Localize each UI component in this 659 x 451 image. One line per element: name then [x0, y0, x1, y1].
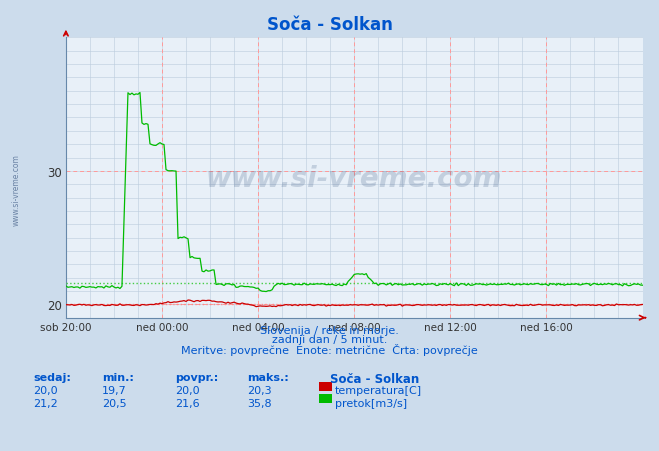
Text: zadnji dan / 5 minut.: zadnji dan / 5 minut. [272, 335, 387, 345]
Text: sedaj:: sedaj: [33, 372, 71, 382]
Text: povpr.:: povpr.: [175, 372, 218, 382]
Text: temperatura[C]: temperatura[C] [335, 386, 422, 396]
Text: www.si-vreme.com: www.si-vreme.com [12, 153, 21, 226]
Text: 21,6: 21,6 [175, 398, 199, 408]
Text: 21,2: 21,2 [33, 398, 58, 408]
Text: 20,5: 20,5 [102, 398, 127, 408]
Text: 20,0: 20,0 [33, 386, 57, 396]
Text: Slovenija / reke in morje.: Slovenija / reke in morje. [260, 326, 399, 336]
Text: 20,0: 20,0 [175, 386, 199, 396]
Text: min.:: min.: [102, 372, 134, 382]
Text: pretok[m3/s]: pretok[m3/s] [335, 398, 407, 408]
Text: maks.:: maks.: [247, 372, 289, 382]
Text: 19,7: 19,7 [102, 386, 127, 396]
Text: Meritve: povprečne  Enote: metrične  Črta: povprečje: Meritve: povprečne Enote: metrične Črta:… [181, 344, 478, 356]
Text: 35,8: 35,8 [247, 398, 272, 408]
Text: www.si-vreme.com: www.si-vreme.com [206, 164, 502, 192]
Text: Soča - Solkan: Soča - Solkan [330, 372, 418, 385]
Text: Soča - Solkan: Soča - Solkan [266, 16, 393, 34]
Text: 20,3: 20,3 [247, 386, 272, 396]
